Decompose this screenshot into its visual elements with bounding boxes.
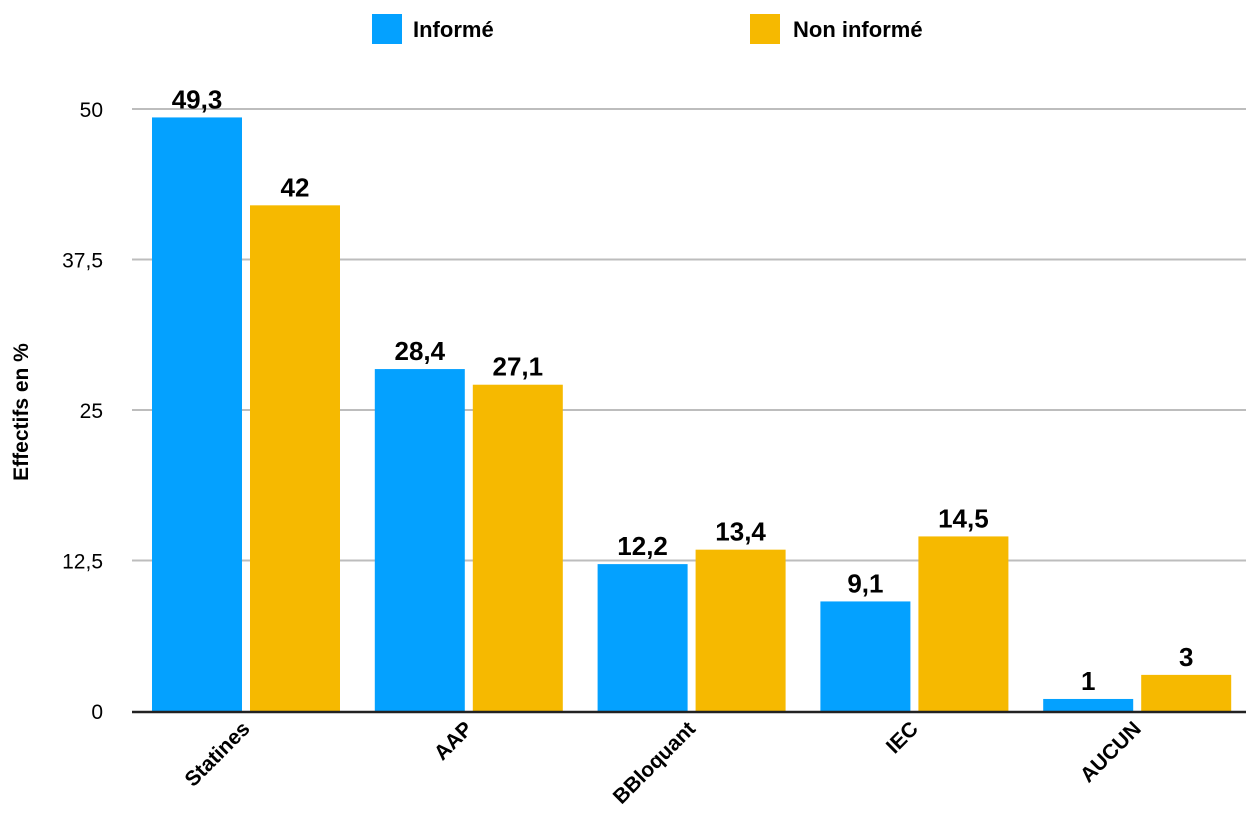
bar-informe-bbloquant bbox=[597, 564, 688, 711]
x-tick-label: AAP bbox=[430, 717, 478, 765]
bar-non-informe-iec bbox=[918, 536, 1009, 711]
value-label: 9,1 bbox=[847, 568, 883, 598]
value-label: 1 bbox=[1081, 666, 1095, 696]
x-axis-labels: Statines AAP BBloquant IEC AUCUN bbox=[180, 717, 1145, 808]
x-tick-label: Statines bbox=[180, 717, 254, 791]
bar-informe-aucun bbox=[1043, 698, 1134, 711]
y-tick-label: 37,5 bbox=[62, 250, 103, 273]
legend-swatch-non-informe bbox=[750, 14, 780, 44]
bar-informe-aap bbox=[374, 369, 465, 711]
bar-non-informe-aucun bbox=[1141, 674, 1232, 711]
y-axis-title: Effectifs en % bbox=[10, 343, 33, 481]
value-label: 13,4 bbox=[715, 517, 766, 547]
y-tick-label: 25 bbox=[80, 400, 103, 423]
bar-informe-iec bbox=[820, 601, 911, 711]
bars bbox=[152, 117, 1232, 712]
bar-non-informe-bbloquant bbox=[695, 549, 786, 711]
x-tick-label: BBloquant bbox=[609, 717, 700, 808]
bar-non-informe-aap bbox=[472, 384, 563, 711]
legend-swatch-informe bbox=[372, 14, 402, 44]
legend-label-non-informe: Non informé bbox=[793, 17, 923, 42]
y-tick-label: 12,5 bbox=[62, 551, 103, 574]
bar-informe-statines bbox=[152, 117, 242, 712]
y-tick-label: 50 bbox=[80, 99, 103, 122]
x-tick-label: AUCUN bbox=[1076, 717, 1146, 787]
legend: Informé Non informé bbox=[372, 14, 923, 44]
value-label: 3 bbox=[1179, 642, 1193, 672]
bar-non-informe-statines bbox=[250, 205, 340, 711]
x-tick-label: IEC bbox=[882, 717, 923, 758]
value-label: 12,2 bbox=[617, 531, 668, 561]
value-label: 49,3 bbox=[172, 84, 223, 114]
y-tick-label: 0 bbox=[91, 701, 103, 724]
legend-label-informe: Informé bbox=[413, 17, 494, 42]
value-label: 27,1 bbox=[492, 352, 543, 382]
value-label: 14,5 bbox=[938, 503, 989, 533]
value-label: 28,4 bbox=[394, 336, 445, 366]
value-label: 42 bbox=[281, 172, 310, 202]
value-labels: 49,3 42 28,4 27,1 12,2 13,4 9,1 14,5 1 3 bbox=[172, 84, 1194, 696]
y-axis-ticks: 0 12,5 25 37,5 50 bbox=[62, 99, 103, 724]
